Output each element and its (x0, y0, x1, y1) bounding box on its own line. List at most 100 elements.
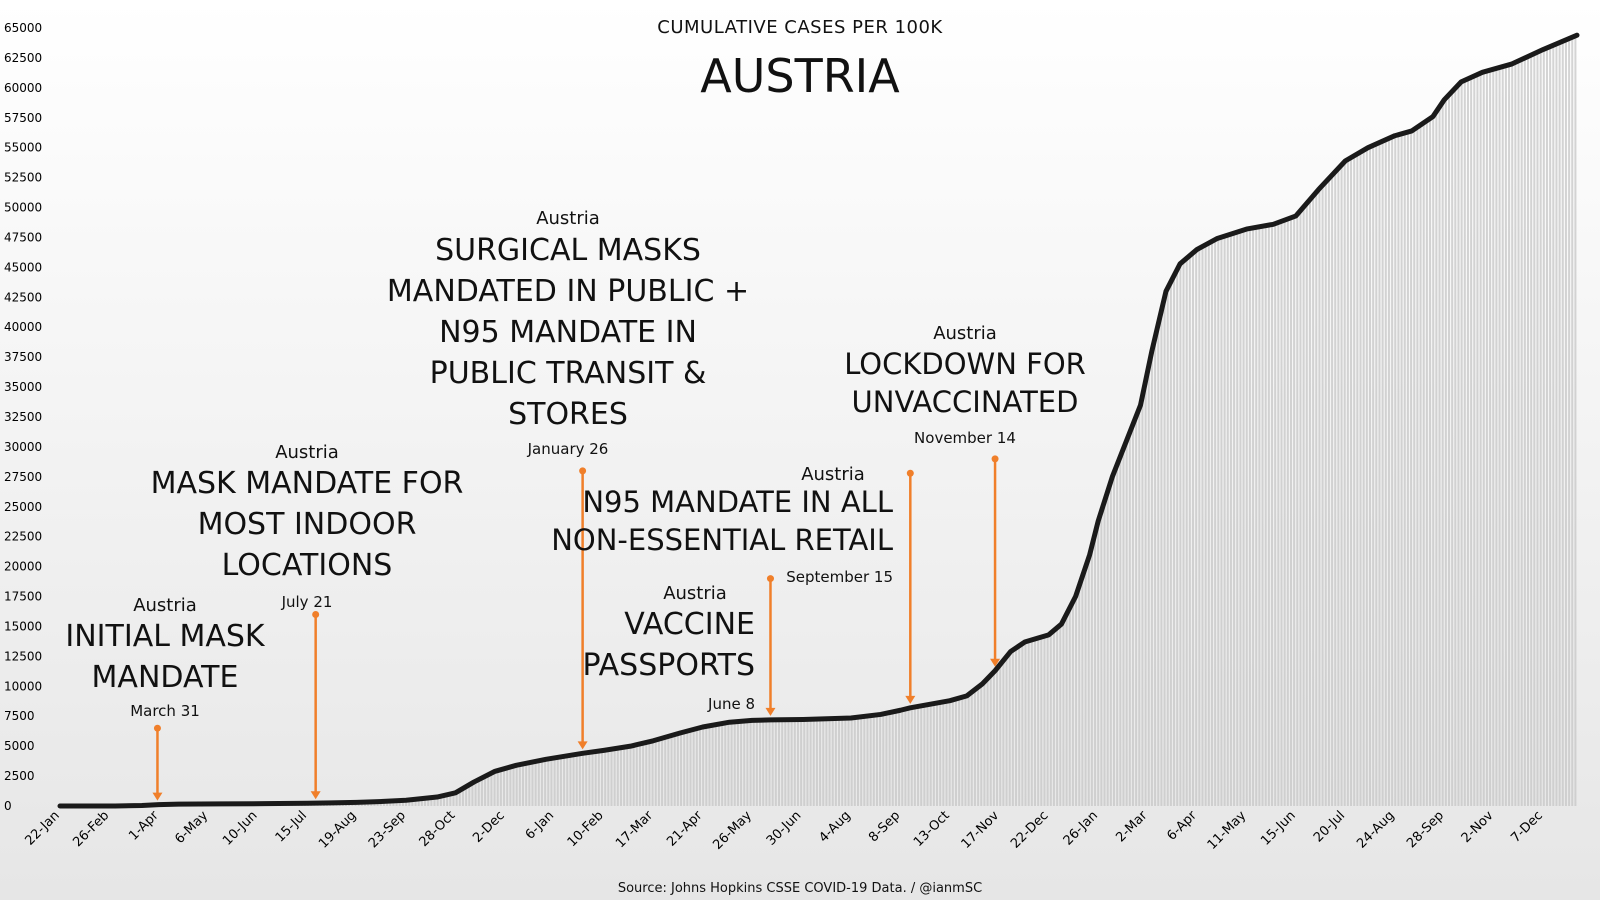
cumulative-bar (1024, 641, 1027, 806)
annotation-date: July 21 (281, 593, 333, 611)
cumulative-bar (522, 763, 524, 806)
cumulative-bar (1176, 269, 1179, 806)
cumulative-bar (1466, 78, 1469, 807)
cumulative-bar (1463, 80, 1466, 807)
cumulative-bar (506, 767, 509, 806)
cumulative-bar (673, 734, 676, 806)
cumulative-bar (1207, 243, 1210, 806)
cumulative-bar (1008, 652, 1011, 806)
cumulative-bar (465, 786, 468, 806)
y-tick-label: 35000 (4, 380, 42, 394)
cumulative-bar (1154, 337, 1157, 806)
cumulative-bar (1052, 630, 1055, 806)
cumulative-bar (733, 721, 736, 806)
cumulative-bar (1485, 71, 1488, 806)
cumulative-bar (1198, 248, 1201, 806)
annotation-text-line: LOCKDOWN FOR (844, 347, 1086, 381)
cumulative-bar (439, 796, 442, 806)
cumulative-bar (1113, 472, 1115, 806)
cumulative-bar (999, 664, 1002, 806)
cumulative-bar (743, 721, 746, 806)
cumulative-bar (936, 703, 939, 806)
cumulative-bar (635, 744, 638, 806)
cumulative-bar (1422, 122, 1425, 806)
cumulative-bar (1571, 37, 1574, 806)
cumulative-bar (850, 717, 853, 806)
cumulative-bar (1065, 614, 1068, 806)
y-tick-label: 60000 (4, 81, 42, 95)
cumulative-bar (1558, 42, 1561, 807)
cumulative-bar (544, 759, 547, 806)
cumulative-bar (559, 756, 562, 806)
cumulative-bar (1239, 231, 1242, 807)
cumulative-bar (686, 731, 689, 806)
cumulative-bar (1084, 566, 1087, 806)
cumulative-bar (585, 752, 588, 806)
cumulative-bar (1498, 67, 1501, 807)
annotation-text-line: MANDATED IN PUBLIC + (387, 274, 749, 309)
cumulative-bar (777, 719, 780, 806)
cumulative-bar (1375, 143, 1378, 806)
cumulative-bar (1473, 75, 1476, 806)
cumulative-bar (913, 707, 916, 806)
annotation-arrow-dot (312, 610, 320, 618)
cumulative-bar (1340, 164, 1343, 806)
cumulative-bar (1391, 136, 1394, 807)
annotation-3: Austria SURGICAL MASKS MANDATED IN PUBLIC … (387, 208, 749, 750)
cumulative-bars (117, 35, 1577, 807)
annotation-text-line: PUBLIC TRANSIT & (430, 356, 707, 391)
cumulative-bar (487, 774, 490, 806)
cumulative-bar (1517, 60, 1520, 806)
annotation-arrow-head (152, 792, 163, 801)
cumulative-bar (809, 719, 812, 806)
cumulative-bar (768, 719, 771, 806)
cumulative-bar (629, 746, 632, 806)
cumulative-bar (948, 700, 951, 806)
y-tick-label: 37500 (4, 350, 42, 364)
cumulative-bar (841, 718, 844, 806)
cumulative-bar (1441, 102, 1444, 807)
cumulative-bar (996, 668, 999, 806)
cumulative-bar (484, 776, 487, 806)
cumulative-bar (1530, 55, 1533, 807)
cumulative-bar (1150, 350, 1153, 806)
cumulative-bar (667, 736, 670, 806)
cumulative-bar (1188, 255, 1191, 806)
cumulative-bar (1037, 638, 1040, 806)
cumulative-bar (623, 747, 626, 806)
annotation-arrow-head (990, 658, 1001, 667)
y-tick-label: 2500 (4, 769, 35, 783)
cumulative-bar (417, 798, 420, 806)
y-tick-label: 20000 (4, 560, 42, 574)
cumulative-bar (1457, 84, 1460, 806)
cumulative-bar (1312, 195, 1315, 806)
cumulative-bar (1514, 62, 1517, 807)
cumulative-bar (1078, 585, 1081, 806)
cumulative-bar (1182, 260, 1185, 806)
cumulative-bar (1119, 456, 1122, 806)
cumulative-bar (411, 799, 414, 806)
cumulative-bar (477, 779, 480, 806)
cumulative-bar (1419, 124, 1422, 806)
cumulative-bar (1413, 129, 1416, 807)
cumulative-bar (1378, 142, 1381, 807)
cumulative-bar (607, 749, 610, 806)
cumulative-bar (822, 718, 825, 806)
cumulative-bar (1327, 178, 1330, 806)
annotation-2: Austria MASK MANDATE FOR MOST INDOOR LOCATI… (151, 442, 463, 800)
cumulative-bar (717, 724, 720, 806)
cumulative-bar (1122, 448, 1125, 806)
cumulative-bar (664, 737, 667, 806)
cumulative-bar (1040, 637, 1043, 806)
cumulative-bar (1138, 408, 1141, 806)
cumulative-bar (1210, 241, 1213, 807)
cumulative-bar (1315, 192, 1318, 806)
annotation-text-line: STORES (508, 397, 628, 432)
cumulative-bar (1097, 521, 1100, 806)
cumulative-bar (888, 712, 891, 806)
annotation-4: Austria VACCINE PASSPORTS June 8 (582, 575, 776, 716)
cumulative-bar (879, 714, 882, 806)
annotation-text-line: N95 MANDATE IN (439, 315, 697, 350)
y-tick-label: 55000 (4, 141, 42, 155)
